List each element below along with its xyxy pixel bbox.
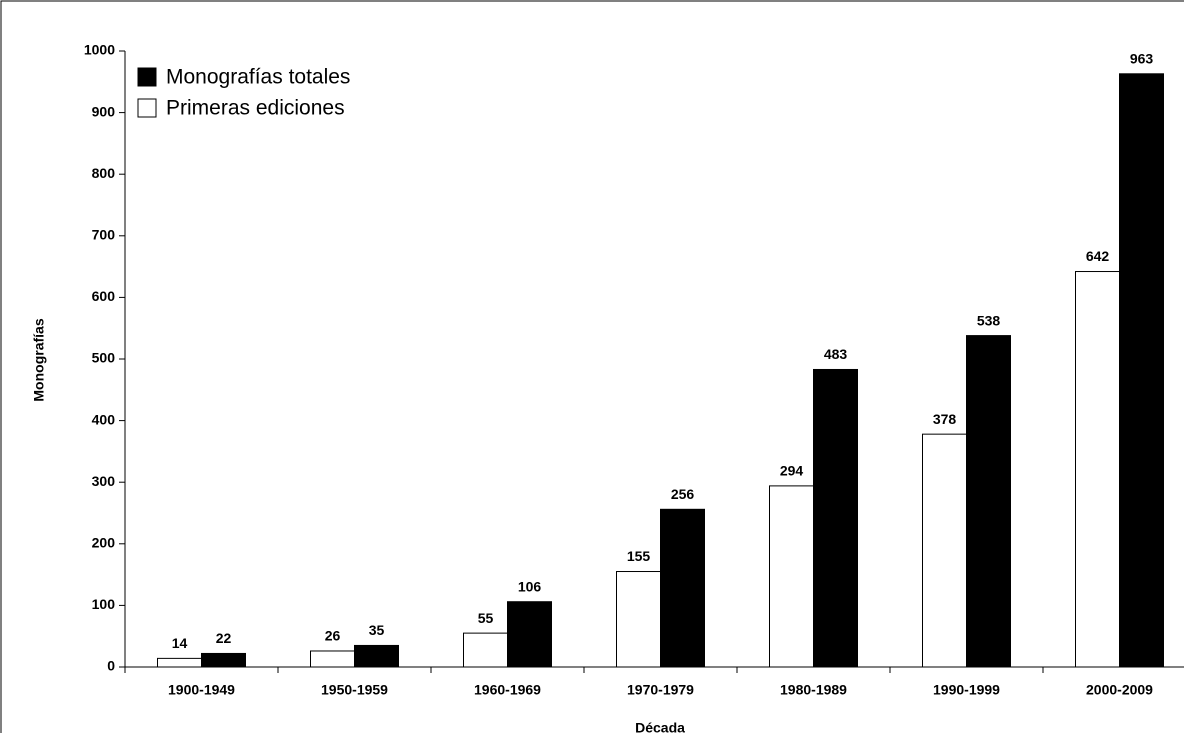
x-tick-label: 1980-1989 <box>780 682 847 698</box>
y-tick-label: 900 <box>92 103 116 119</box>
bar <box>463 632 508 668</box>
data-label: 294 <box>780 463 804 479</box>
data-label: 35 <box>369 622 385 638</box>
x-axis-label: Década <box>635 720 685 733</box>
bar <box>157 657 202 668</box>
x-tick-label: 1970-1979 <box>627 682 694 698</box>
data-label: 155 <box>627 548 651 564</box>
data-label: 642 <box>1086 248 1110 264</box>
bar <box>660 508 705 668</box>
y-tick-label: 400 <box>92 411 116 427</box>
x-tick-label: 1990-1999 <box>933 682 1000 698</box>
data-label: 106 <box>518 578 542 594</box>
y-tick-label: 100 <box>92 596 116 612</box>
x-tick-label: 2000-2009 <box>1086 682 1153 698</box>
data-label: 22 <box>216 630 232 646</box>
y-tick-label: 300 <box>92 473 116 489</box>
y-axis-label: Monografías <box>31 318 47 401</box>
bar <box>310 650 355 668</box>
legend-swatch <box>137 98 157 118</box>
bar <box>507 601 552 668</box>
x-tick-label: 1900-1949 <box>168 682 235 698</box>
data-label: 256 <box>671 486 695 502</box>
data-label: 378 <box>933 411 957 427</box>
y-tick-label: 0 <box>107 658 115 674</box>
y-tick-label: 700 <box>92 227 116 243</box>
y-tick-label: 500 <box>92 350 116 366</box>
bar <box>922 433 967 668</box>
y-tick-label: 800 <box>92 165 116 181</box>
x-tick-label: 1950-1959 <box>321 682 388 698</box>
data-label: 14 <box>172 635 188 651</box>
legend-label: Primeras ediciones <box>166 97 345 120</box>
bar <box>1119 73 1164 668</box>
y-tick-label: 1000 <box>84 42 115 58</box>
y-tick-label: 600 <box>92 288 116 304</box>
data-label: 55 <box>478 610 494 626</box>
data-label: 483 <box>824 346 848 362</box>
bar <box>616 571 661 668</box>
bar <box>769 485 814 668</box>
data-label: 26 <box>325 628 341 644</box>
data-label: 538 <box>977 312 1001 328</box>
x-tick-label: 1960-1969 <box>474 682 541 698</box>
data-label: 963 <box>1130 50 1154 66</box>
bar <box>354 644 399 668</box>
bar <box>1075 271 1120 668</box>
legend-swatch <box>137 67 157 87</box>
bar <box>201 652 246 668</box>
legend-label: Monografías totales <box>166 66 350 89</box>
bar <box>813 368 858 668</box>
bar <box>966 335 1011 668</box>
y-tick-label: 200 <box>92 535 116 551</box>
